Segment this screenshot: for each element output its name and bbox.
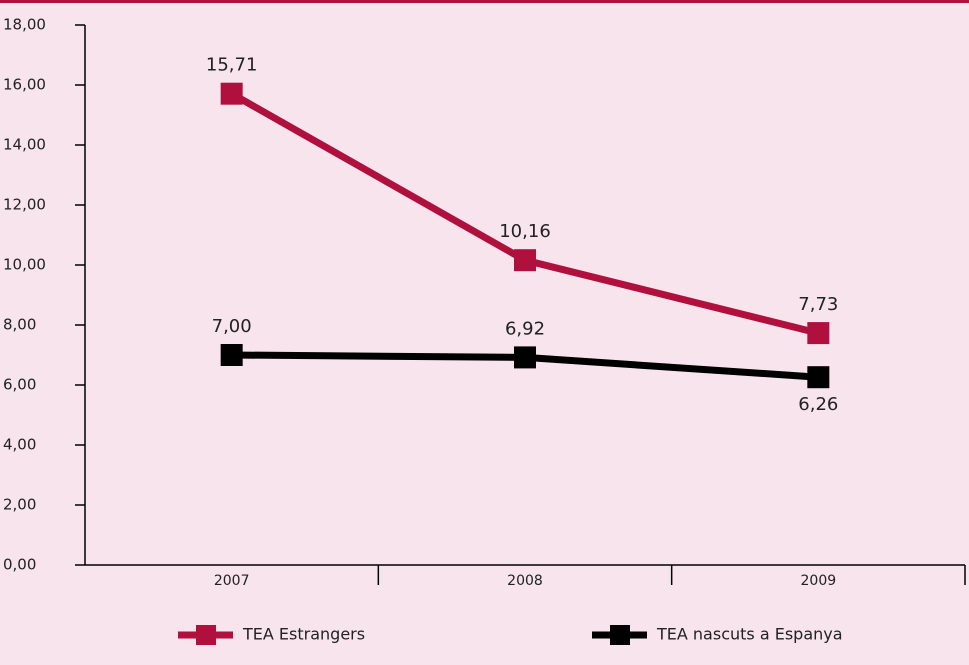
marker	[514, 346, 536, 369]
y-tick-label: 14,00	[3, 136, 46, 154]
y-tick-label: 12,00	[3, 196, 46, 214]
y-tick-label: 8,00	[3, 316, 36, 334]
legend-label: TEA nascuts a Espanya	[656, 625, 843, 644]
legend-marker	[196, 625, 216, 645]
value-label: 15,71	[206, 55, 258, 76]
marker	[220, 344, 243, 366]
value-label: 10,16	[499, 221, 551, 242]
y-tick-label: 4,00	[3, 436, 36, 454]
value-label: 7,00	[212, 316, 252, 337]
marker	[220, 82, 243, 105]
x-tick-label: 2008	[507, 573, 543, 589]
y-tick-label: 2,00	[3, 496, 36, 514]
value-label: 6,92	[505, 318, 545, 339]
marker	[807, 322, 830, 345]
legend-label: TEA Estrangers	[242, 625, 365, 644]
top-border	[0, 0, 969, 3]
value-label: 6,26	[798, 394, 838, 415]
x-tick-label: 2009	[801, 573, 837, 589]
y-tick-label: 6,00	[3, 376, 36, 394]
y-tick-label: 18,00	[3, 16, 46, 34]
value-label: 7,73	[798, 294, 838, 315]
marker	[807, 366, 830, 389]
y-tick-label: 0,00	[3, 556, 36, 574]
y-tick-label: 16,00	[3, 76, 46, 94]
legend-marker	[610, 625, 630, 645]
y-tick-label: 10,00	[3, 256, 46, 274]
x-tick-label: 2007	[214, 573, 250, 589]
marker	[514, 249, 536, 272]
